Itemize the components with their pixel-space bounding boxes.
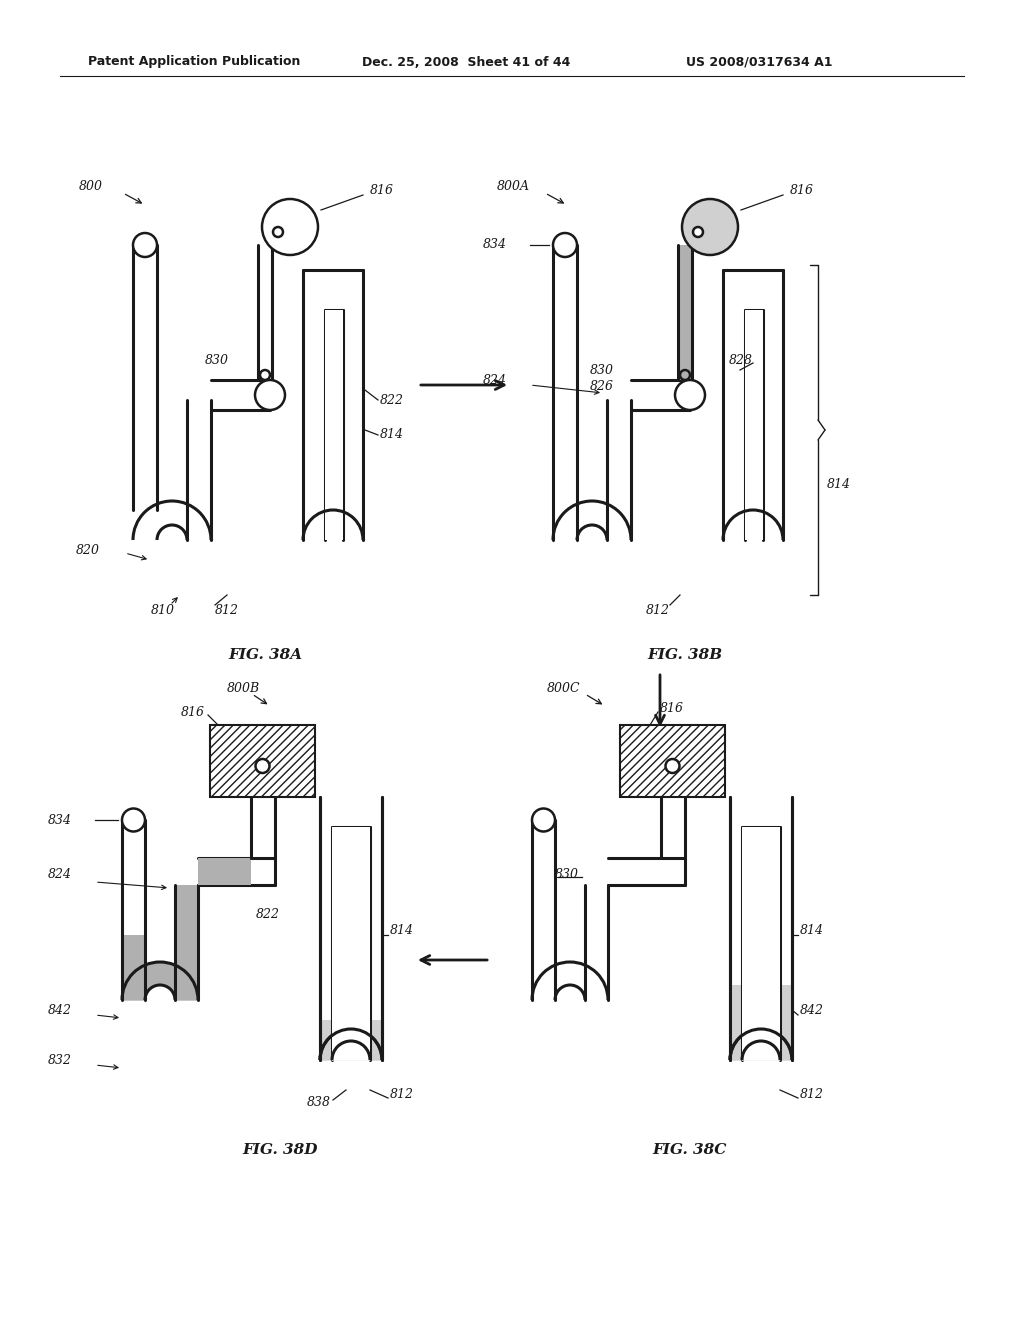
Bar — [585, 884, 608, 1001]
Text: 800: 800 — [79, 181, 103, 194]
Text: 814: 814 — [827, 479, 851, 491]
Text: 820: 820 — [76, 544, 100, 557]
Circle shape — [680, 370, 690, 380]
Text: 822: 822 — [256, 908, 280, 921]
Bar — [133, 246, 157, 540]
Text: 828: 828 — [729, 354, 753, 367]
Text: 812: 812 — [390, 1089, 414, 1101]
Text: FIG. 38B: FIG. 38B — [647, 648, 723, 663]
Text: 830: 830 — [205, 354, 229, 367]
Text: Dec. 25, 2008  Sheet 41 of 44: Dec. 25, 2008 Sheet 41 of 44 — [362, 55, 570, 69]
Bar — [175, 884, 198, 1001]
Polygon shape — [742, 1041, 780, 1060]
Polygon shape — [319, 1030, 382, 1060]
Text: 814: 814 — [800, 924, 824, 936]
Polygon shape — [730, 1030, 792, 1060]
Circle shape — [133, 234, 157, 257]
Circle shape — [273, 227, 283, 238]
Polygon shape — [553, 502, 631, 540]
Bar — [332, 828, 370, 1060]
Bar — [730, 985, 792, 1060]
Text: 842: 842 — [800, 1003, 824, 1016]
Polygon shape — [532, 962, 608, 1001]
Text: 812: 812 — [646, 603, 670, 616]
Bar — [745, 310, 763, 540]
Circle shape — [693, 227, 703, 238]
Polygon shape — [122, 962, 198, 1001]
Circle shape — [553, 234, 577, 257]
Text: 814: 814 — [380, 429, 404, 441]
Text: 834: 834 — [48, 813, 72, 826]
Text: 834: 834 — [483, 239, 507, 252]
Bar — [210, 725, 315, 797]
Polygon shape — [723, 510, 783, 540]
Bar — [122, 820, 145, 935]
Circle shape — [675, 380, 705, 411]
Bar — [319, 797, 382, 1020]
Polygon shape — [133, 502, 211, 540]
Text: 816: 816 — [790, 183, 814, 197]
Bar — [553, 246, 577, 540]
Circle shape — [256, 759, 269, 774]
Text: 812: 812 — [800, 1089, 824, 1101]
Text: 816: 816 — [660, 701, 684, 714]
Bar — [303, 271, 362, 540]
Text: 832: 832 — [48, 1053, 72, 1067]
Circle shape — [122, 808, 145, 832]
Circle shape — [255, 380, 285, 411]
Text: 822: 822 — [380, 393, 404, 407]
Bar — [532, 820, 555, 1001]
Circle shape — [532, 808, 555, 832]
Text: 816: 816 — [181, 705, 205, 718]
Text: Patent Application Publication: Patent Application Publication — [88, 55, 300, 69]
Text: FIG. 38D: FIG. 38D — [243, 1143, 317, 1158]
Text: 812: 812 — [215, 603, 239, 616]
Bar — [187, 400, 211, 540]
Text: FIG. 38C: FIG. 38C — [653, 1143, 727, 1158]
Bar — [620, 725, 725, 797]
Text: 824: 824 — [483, 374, 507, 387]
Text: 830: 830 — [555, 869, 579, 882]
Text: 830: 830 — [590, 363, 614, 376]
Bar — [607, 400, 631, 540]
Text: 842: 842 — [48, 1003, 72, 1016]
Text: 814: 814 — [390, 924, 414, 936]
Bar — [730, 797, 792, 985]
Bar — [122, 935, 145, 1001]
Circle shape — [682, 199, 738, 255]
Circle shape — [666, 759, 680, 774]
Polygon shape — [303, 510, 362, 540]
Text: FIG. 38A: FIG. 38A — [228, 648, 302, 663]
Text: 816: 816 — [370, 183, 394, 197]
Text: 800C: 800C — [547, 681, 580, 694]
Text: US 2008/0317634 A1: US 2008/0317634 A1 — [686, 55, 833, 69]
Text: 810: 810 — [151, 603, 175, 616]
Bar — [742, 828, 780, 1060]
Text: 838: 838 — [307, 1097, 331, 1110]
Text: 824: 824 — [48, 869, 72, 882]
Text: 826: 826 — [590, 380, 614, 393]
Circle shape — [260, 370, 270, 380]
Circle shape — [262, 199, 318, 255]
Bar — [723, 271, 783, 540]
Bar — [198, 858, 251, 884]
Text: 800A: 800A — [497, 181, 530, 194]
Bar — [319, 1020, 382, 1060]
Bar — [678, 246, 692, 380]
Polygon shape — [332, 1041, 370, 1060]
Text: 800B: 800B — [227, 681, 260, 694]
Bar — [325, 310, 343, 540]
